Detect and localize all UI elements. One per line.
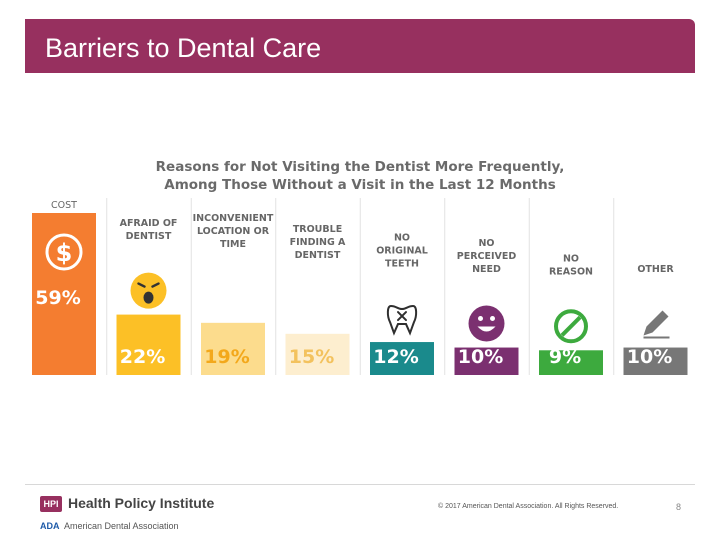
smiley-eye-right — [490, 316, 495, 322]
bar-4 — [285, 333, 350, 375]
category-label-3-1: INCONVENIENT — [193, 213, 274, 224]
chart-title-line-2: Among Those Without a Visit in the Last … — [164, 177, 556, 193]
smiley-eye-left — [478, 316, 483, 322]
no-sign-bar — [560, 315, 582, 337]
value-label-6: 10% — [458, 346, 503, 368]
category-label-4-3: DENTIST — [295, 250, 341, 261]
category-label-7-2: REASON — [549, 267, 593, 278]
bar-1 — [32, 213, 96, 375]
bar-2 — [116, 314, 181, 375]
dollar-icon-ring — [45, 233, 83, 271]
footer-divider — [25, 484, 695, 485]
title-bar: Barriers to Dental Care — [25, 19, 695, 73]
hpi-logo: HPI — [40, 496, 62, 512]
dollar-icon: $ — [45, 233, 83, 271]
smiley-icon — [468, 305, 505, 342]
smiley-face — [468, 305, 505, 342]
chart-title: Reasons for Not Visiting the Dentist Mor… — [150, 158, 570, 194]
no-sign-ring — [554, 309, 588, 344]
category-label-8-1: OTHER — [637, 264, 674, 275]
category-label-4-2: FINDING A — [290, 237, 346, 248]
clock-hands — [231, 287, 244, 302]
bar-8 — [623, 347, 688, 375]
category-label-7-1: NO — [563, 254, 579, 265]
category-label-3-2: LOCATION OR — [197, 226, 270, 237]
copyright-notice: © 2017 American Dental Association. All … — [438, 503, 619, 510]
clock-ring — [214, 280, 252, 318]
value-label-2: 22% — [120, 346, 165, 368]
bar-5 — [370, 342, 434, 375]
bar-7 — [539, 350, 603, 375]
no-sign-icon — [554, 309, 588, 344]
magnifier-handle — [301, 311, 315, 327]
afraid-face — [130, 272, 167, 309]
category-label-2-1: AFRAID OF — [120, 218, 178, 229]
afraid-face-icon — [130, 272, 167, 309]
category-label-3-3: TIME — [220, 239, 246, 250]
category-label-5-2: ORIGINAL — [376, 245, 428, 256]
tooth-icon — [386, 305, 418, 336]
category-label-2-2: DENTIST — [126, 231, 172, 242]
ada-name: American Dental Association — [64, 521, 179, 531]
chart-title-line-1: Reasons for Not Visiting the Dentist Mor… — [155, 159, 565, 175]
bar-6 — [454, 347, 519, 375]
magnifier-icon — [301, 293, 334, 327]
value-label-5: 12% — [373, 346, 418, 368]
category-label-6-1: NO — [478, 238, 494, 249]
category-label-1-1: COST — [51, 200, 77, 211]
clock-icon — [214, 280, 252, 318]
tooth-cross — [397, 311, 407, 322]
value-label-8: 10% — [627, 346, 672, 368]
value-label-3: 19% — [204, 346, 249, 368]
slide-title: Barriers to Dental Care — [45, 33, 322, 63]
category-label-6-3: NEED — [472, 264, 501, 275]
magnifier-lens — [307, 293, 334, 319]
afraid-mouth — [143, 291, 154, 304]
pencil-body — [643, 310, 669, 336]
smiley-mouth — [477, 326, 496, 332]
tooth-outline — [386, 305, 418, 336]
category-label-4-1: TROUBLE — [293, 224, 342, 235]
category-label-5-1: NO — [394, 232, 410, 243]
afraid-brows — [137, 282, 160, 288]
bar-3 — [201, 322, 265, 375]
category-label-5-3: TEETH — [385, 258, 419, 269]
institute-name: Health Policy Institute — [68, 495, 215, 511]
value-label-4: 15% — [289, 346, 334, 368]
pencil-icon — [643, 310, 670, 339]
ada-logo: ADA — [40, 521, 60, 531]
dollar-icon-glyph: $ — [56, 239, 73, 267]
page-number: 8 — [676, 502, 682, 512]
value-label-7: 9% — [549, 346, 581, 368]
category-label-6-2: PERCEIVED — [457, 251, 517, 262]
value-label-1: 59% — [35, 287, 80, 309]
